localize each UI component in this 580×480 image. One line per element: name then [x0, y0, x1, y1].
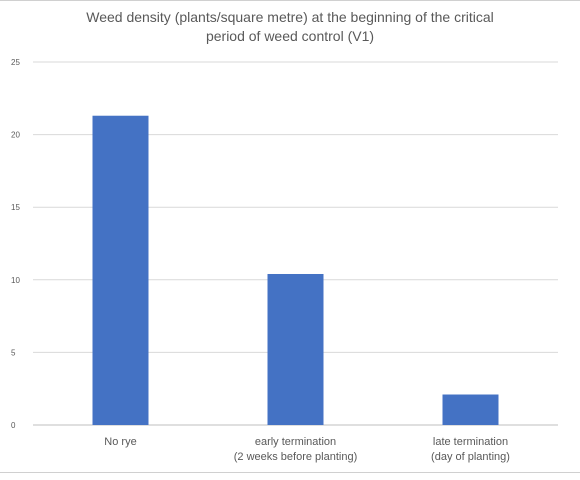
x-category-label: late termination — [433, 436, 508, 448]
x-category-label: (day of planting) — [431, 451, 510, 463]
y-tick-label: 10 — [11, 276, 20, 285]
bar — [92, 115, 149, 425]
y-tick-label: 0 — [11, 421, 16, 430]
chart-title-line-2: period of weed control (V1) — [205, 28, 375, 44]
y-tick-label: 20 — [11, 131, 20, 140]
x-category-label: (2 weeks before planting) — [234, 451, 358, 463]
bottom-border — [0, 472, 580, 473]
y-tick-label: 5 — [11, 348, 16, 357]
bar — [442, 394, 499, 425]
chart-title-line-1: Weed density (plants/square metre) at th… — [86, 9, 494, 25]
x-category-label: early termination — [255, 436, 336, 448]
y-tick-label: 15 — [11, 203, 20, 212]
x-category-label: No rye — [104, 436, 136, 448]
chart-title: Weed density (plants/square metre) at th… — [40, 8, 540, 46]
y-tick-label: 25 — [11, 58, 20, 67]
bar — [267, 273, 324, 425]
top-border — [0, 0, 580, 1]
